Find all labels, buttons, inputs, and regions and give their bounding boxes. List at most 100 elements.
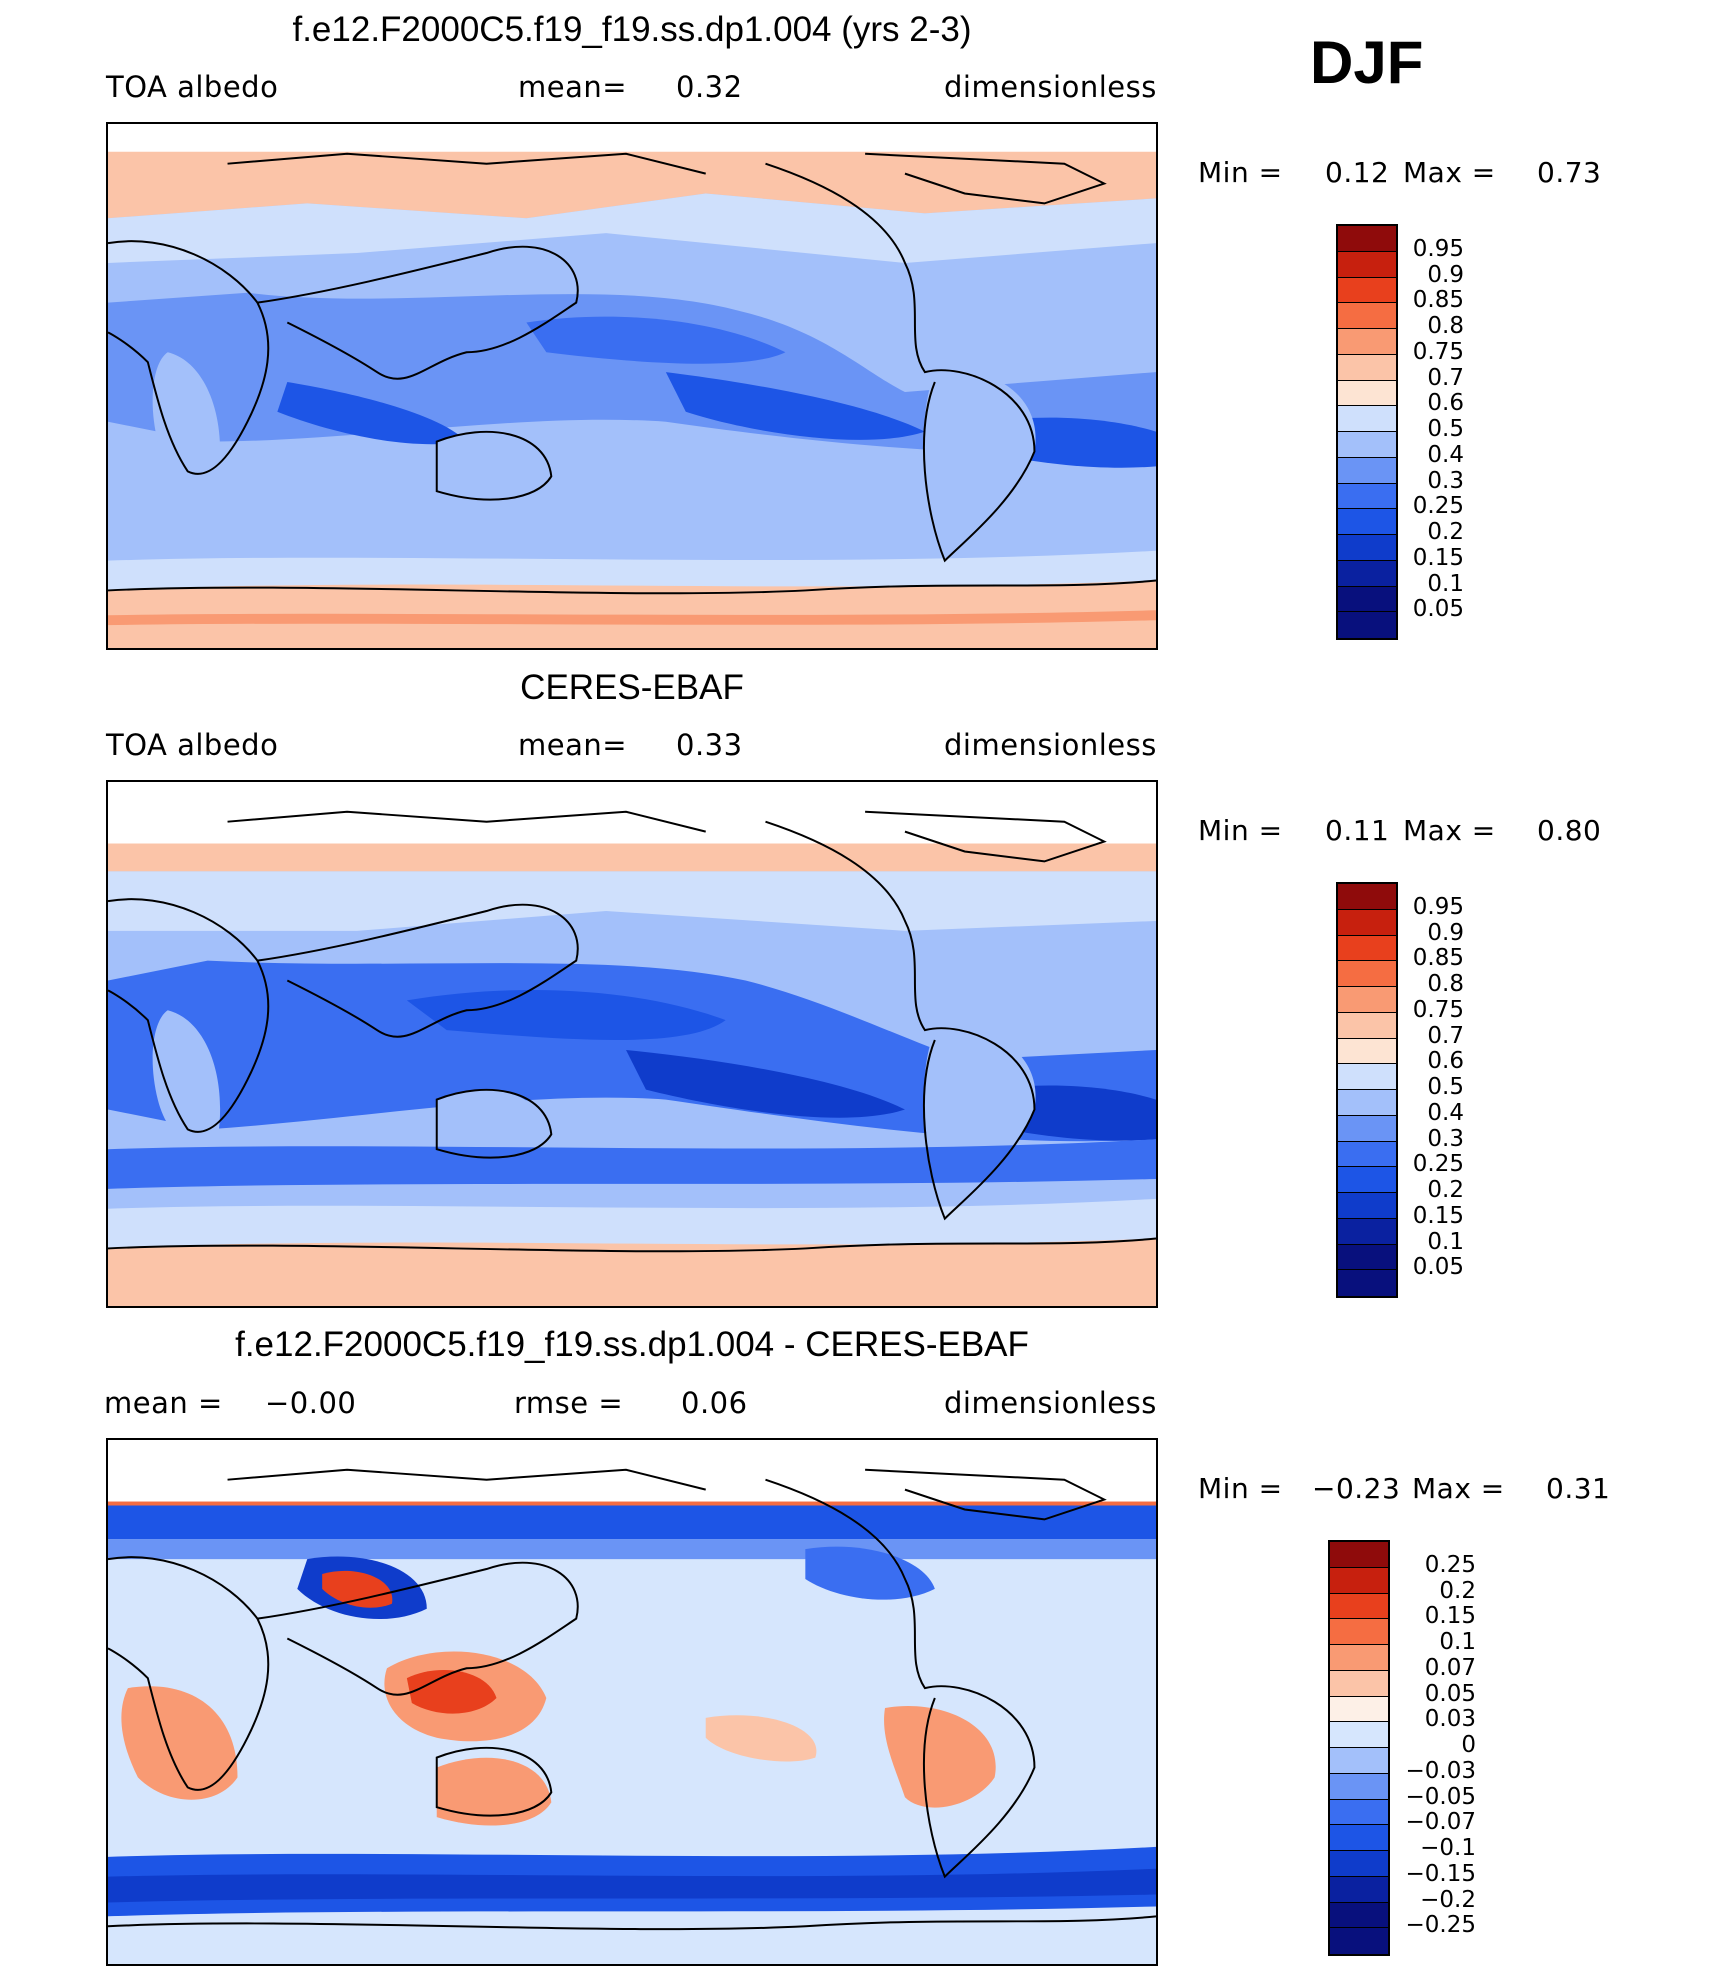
colorbar-swatch: [1330, 1902, 1388, 1929]
colorbar-level-label: −0.15: [1405, 1860, 1476, 1887]
colorbar-level-label: 0.6: [1427, 390, 1464, 417]
colorbar-swatch: [1330, 1542, 1388, 1568]
colorbar-level-label: 0.7: [1427, 1022, 1464, 1049]
colorbar-swatch: [1330, 1748, 1388, 1774]
colorbar-level-label: 0.4: [1427, 441, 1464, 468]
colorbar-level-label: 0.95: [1412, 893, 1464, 920]
colorbar-swatch: [1338, 329, 1396, 355]
panel-3-units-label: dimensionless: [944, 1386, 1157, 1420]
colorbar-level-label: 0.05: [1412, 1254, 1464, 1281]
panel-3-title: f.e12.F2000C5.f19_f19.ss.dp1.004 - CERES…: [235, 1325, 1029, 1364]
colorbar-swatch: [1338, 226, 1396, 252]
colorbar-swatch: [1338, 1270, 1396, 1296]
panel-3-rmse-value: 0.06: [681, 1386, 748, 1420]
colorbar-swatch: [1338, 1090, 1396, 1116]
panel-2-mean-label: mean=: [518, 728, 628, 762]
panel-3-min-value: −0.23: [1312, 1472, 1401, 1505]
panel-3-rmse-label: rmse =: [514, 1386, 624, 1420]
panel-3-map: [106, 1438, 1158, 1966]
panel-3-max-label: Max =: [1412, 1472, 1505, 1505]
colorbar-level-label: 0.05: [1424, 1680, 1476, 1707]
colorbar-level-label: 0.25: [1424, 1551, 1476, 1578]
colorbar-level-label: 0.2: [1439, 1577, 1476, 1604]
panel-1-colorbar-labels: 0.95 0.9 0.85 0.8 0.75 0.7 0.6 0.5 0.4 0.3 0.25 0.2…: [1380, 224, 1464, 640]
panel-2-colorbar-labels: 0.95 0.9 0.85 0.8 0.75 0.7 0.6 0.5 0.4 0.3 0.25 0.2…: [1380, 882, 1464, 1298]
colorbar-swatch: [1338, 612, 1396, 638]
colorbar-swatch: [1330, 1825, 1388, 1851]
colorbar-swatch: [1338, 1038, 1396, 1065]
panel-3-map-field: [108, 1440, 1156, 1964]
panel-2-variable-label: TOA albedo: [106, 728, 279, 762]
season-label: DJF: [1310, 29, 1424, 96]
colorbar-level-label: −0.07: [1405, 1809, 1476, 1836]
panel-1-variable-label: TOA albedo: [106, 70, 279, 104]
colorbar-level-label: 0.2: [1427, 519, 1464, 545]
panel-2-colorbar: [1336, 882, 1398, 1298]
colorbar-swatch: [1338, 432, 1396, 458]
colorbar-level-label: −0.25: [1405, 1912, 1476, 1939]
colorbar-swatch: [1338, 1244, 1396, 1271]
colorbar-level-label: 0.85: [1412, 287, 1464, 314]
panel-1-mean-label: mean=: [518, 70, 628, 104]
colorbar-level-label: 0.15: [1412, 544, 1464, 571]
colorbar-level-label: 0.15: [1412, 1202, 1464, 1229]
colorbar-level-label: 0.85: [1412, 945, 1464, 972]
panel-1-map: [106, 122, 1158, 650]
colorbar-swatch: [1330, 1851, 1388, 1877]
panel-1-map-field: [108, 124, 1156, 648]
colorbar-swatch: [1338, 380, 1396, 407]
panel-2-min-value: 0.11: [1325, 814, 1390, 847]
colorbar-level-label: 0.05: [1412, 596, 1464, 623]
colorbar-swatch: [1330, 1928, 1388, 1954]
colorbar-swatch: [1338, 1167, 1396, 1193]
colorbar-swatch: [1338, 1064, 1396, 1090]
colorbar-level-label: 0.3: [1427, 467, 1464, 494]
colorbar-swatch: [1330, 1876, 1388, 1903]
colorbar-level-label: 0.8: [1427, 313, 1464, 339]
colorbar-level-label: 0.1: [1427, 570, 1464, 597]
panel-1-min-value: 0.12: [1325, 156, 1390, 189]
colorbar-swatch: [1338, 277, 1396, 304]
colorbar-level-label: 0.4: [1427, 1099, 1464, 1126]
colorbar-level-label: 0.25: [1412, 493, 1464, 520]
colorbar-swatch: [1338, 884, 1396, 910]
panel-2-title: CERES-EBAF: [520, 668, 744, 707]
colorbar-level-label: 0.2: [1427, 1177, 1464, 1203]
colorbar-swatch: [1338, 961, 1396, 987]
colorbar-swatch: [1330, 1619, 1388, 1645]
colorbar-swatch: [1338, 987, 1396, 1013]
colorbar-swatch: [1330, 1799, 1388, 1826]
colorbar-swatch: [1338, 406, 1396, 432]
colorbar-swatch: [1338, 909, 1396, 936]
colorbar-swatch: [1338, 1141, 1396, 1168]
colorbar-swatch: [1338, 935, 1396, 962]
panel-2-max-label: Max =: [1403, 814, 1496, 847]
panel-3-mean-label: mean =: [104, 1386, 223, 1420]
colorbar-swatch: [1330, 1645, 1388, 1671]
colorbar-swatch: [1338, 251, 1396, 278]
colorbar-swatch: [1338, 303, 1396, 329]
panel-2-units-label: dimensionless: [944, 728, 1157, 762]
panel-2-mean-value: 0.33: [676, 728, 743, 762]
colorbar-level-label: 0.7: [1427, 364, 1464, 391]
colorbar-level-label: 0.1: [1439, 1629, 1476, 1655]
colorbar-swatch: [1330, 1722, 1388, 1748]
colorbar-level-label: −0.1: [1420, 1835, 1476, 1861]
colorbar-level-label: 0.15: [1424, 1603, 1476, 1630]
colorbar-level-label: 0: [1461, 1732, 1476, 1758]
panel-3-max-value: 0.31: [1546, 1472, 1611, 1505]
colorbar-level-label: 0.8: [1427, 971, 1464, 997]
colorbar-swatch: [1338, 586, 1396, 613]
panel-1-max-label: Max =: [1403, 156, 1496, 189]
colorbar-swatch: [1330, 1696, 1388, 1723]
colorbar-swatch: [1338, 1193, 1396, 1219]
colorbar-level-label: 0.1: [1427, 1228, 1464, 1255]
colorbar-swatch: [1338, 560, 1396, 587]
colorbar-swatch: [1338, 354, 1396, 381]
colorbar-level-label: −0.05: [1405, 1783, 1476, 1810]
panel-2-map-field: [108, 782, 1156, 1306]
panel-1-units-label: dimensionless: [944, 70, 1157, 104]
panel-3-colorbar: [1328, 1540, 1390, 1956]
colorbar-level-label: 0.95: [1412, 235, 1464, 262]
colorbar-level-label: 0.3: [1427, 1125, 1464, 1152]
